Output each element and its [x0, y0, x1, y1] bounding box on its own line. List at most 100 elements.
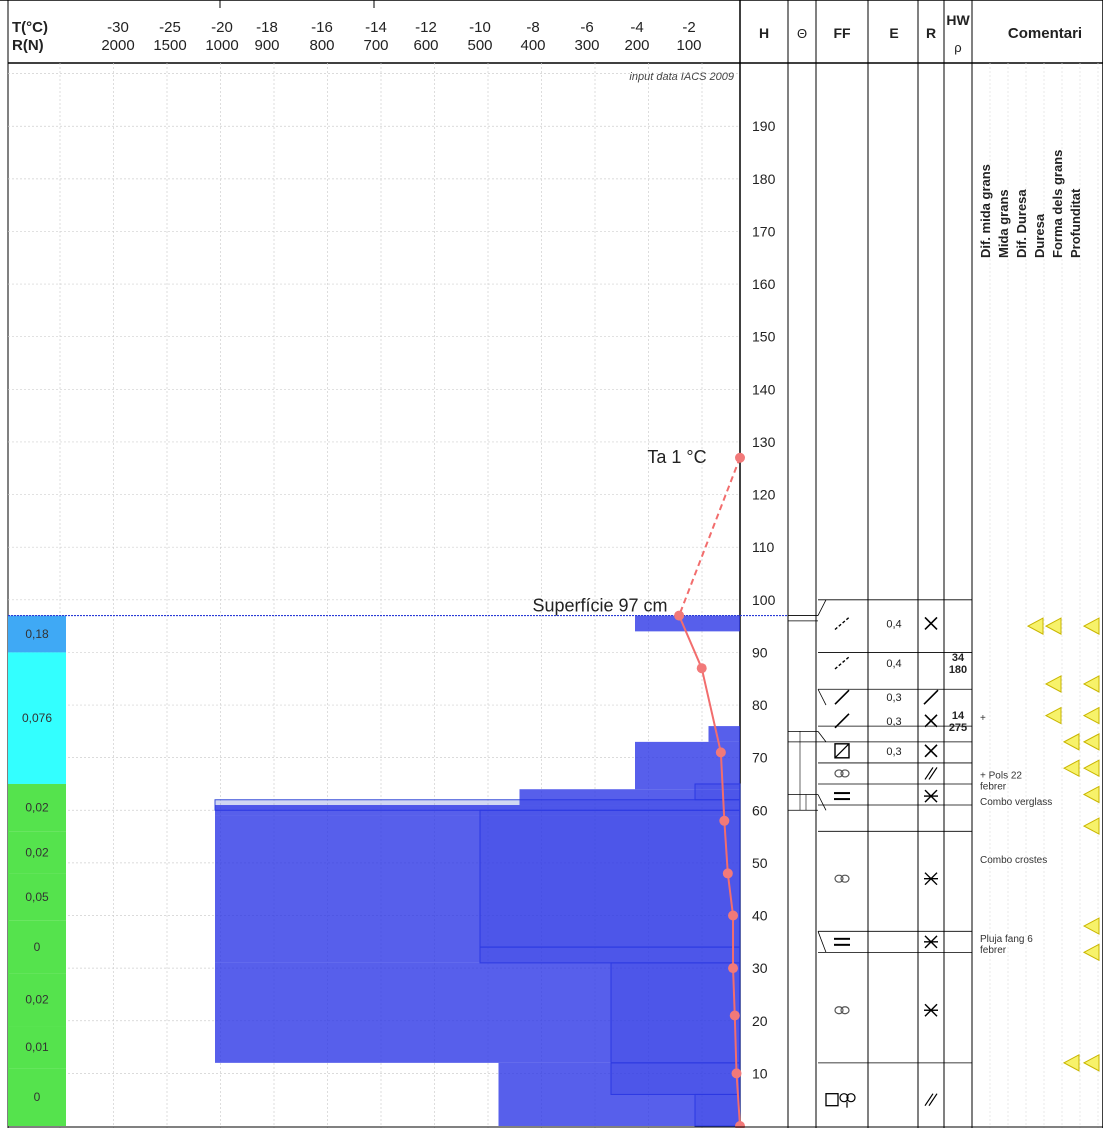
input-data-note: input data IACS 2009 — [629, 71, 734, 83]
column-header-h: H — [759, 25, 769, 41]
comment-subcolumn-label: Mida grans — [996, 189, 1011, 258]
weak-layer-marker — [1044, 675, 1062, 693]
grain-form-symbol — [834, 937, 850, 946]
height-tick-label: 140 — [752, 381, 776, 397]
weak-layer-marker — [1082, 1054, 1100, 1072]
height-tick-label: 100 — [752, 592, 776, 608]
temperature-tick-label: -8 — [526, 19, 539, 36]
temperature-tick-label: -12 — [415, 19, 437, 36]
temperature-point — [719, 815, 730, 826]
hardness-symbol — [924, 767, 938, 780]
shear-bar — [8, 873, 66, 921]
layer-slope — [817, 931, 827, 953]
column-header-r: R — [926, 25, 936, 41]
height-tick-label: 70 — [752, 750, 768, 766]
comment-subcolumn-label: Dif. mida grans — [978, 164, 993, 258]
hardness-symbol — [923, 689, 939, 705]
height-tick-label: 170 — [752, 223, 776, 239]
shear-bar — [8, 615, 66, 653]
ram-resistance-layer — [215, 815, 740, 963]
hw-value: 34 — [952, 652, 965, 664]
height-tick-label: 10 — [752, 1065, 768, 1081]
column-header-rho: ρ — [954, 40, 961, 55]
weak-layer-marker — [1044, 706, 1062, 725]
hardness-symbol — [924, 744, 938, 758]
weak-layer-marker — [1062, 759, 1080, 778]
layer-slope — [817, 731, 827, 743]
weak-layer-marker — [1062, 733, 1080, 751]
grain-form-symbol — [834, 616, 850, 631]
temperature-tick-label: -16 — [311, 19, 333, 36]
shear-bar — [8, 783, 66, 832]
grain-size-value: 0,3 — [886, 746, 901, 758]
weak-layer-marker — [1082, 785, 1100, 804]
height-tick-label: 120 — [752, 487, 776, 503]
resistance-tick-label: 900 — [254, 37, 279, 54]
comment-text: + — [980, 713, 986, 724]
height-tick-label: 160 — [752, 276, 776, 292]
resistance-tick-label: 1500 — [153, 37, 186, 54]
column-header-comentari: Comentari — [1008, 25, 1082, 42]
air-temperature-label: Ta 1 °C — [647, 447, 706, 467]
height-tick-label: 190 — [752, 118, 776, 134]
column-header-ff: FF — [833, 25, 851, 41]
shear-bar — [8, 1026, 66, 1069]
weak-layer-marker — [1082, 759, 1100, 778]
comment-text: Combo verglass — [980, 797, 1052, 808]
grain-size-value: 0,4 — [886, 658, 901, 670]
temperature-tick-label: -30 — [107, 19, 129, 36]
shear-bar-label: 0,05 — [25, 890, 49, 904]
temperature-tick-label: -10 — [469, 19, 491, 36]
temperature-tick-label: -14 — [365, 19, 387, 36]
resistance-tick-label: 2000 — [101, 37, 134, 54]
resistance-tick-label: 300 — [574, 37, 599, 54]
column-header-e: E — [889, 25, 898, 41]
snow-temperature-line — [678, 615, 741, 1127]
height-tick-label: 20 — [752, 1013, 768, 1029]
height-tick-label: 30 — [752, 960, 768, 976]
grain-form-symbol — [834, 769, 850, 778]
temperature-point — [735, 452, 745, 463]
shear-bar — [8, 920, 66, 974]
weak-layer-marker — [1082, 617, 1100, 635]
column-header-theta: Θ — [797, 26, 807, 41]
temperature-tick-label: -2 — [682, 19, 695, 36]
density-value: 180 — [949, 664, 967, 676]
weak-layer-marker — [1026, 617, 1044, 635]
ram-resistance-layer — [519, 789, 740, 806]
comment-subcolumn-label: Dif. Duresa — [1014, 189, 1029, 258]
weak-layer-marker — [1062, 1054, 1080, 1072]
hardness-symbol — [924, 789, 938, 803]
hardness-symbol — [924, 935, 938, 949]
height-tick-label: 110 — [752, 539, 775, 555]
height-tick-label: 40 — [752, 908, 768, 924]
temperature-tick-label: -20 — [211, 19, 233, 36]
height-tick-label: 90 — [752, 644, 768, 660]
ram-resistance-layer — [635, 615, 740, 632]
grain-size-value: 0,4 — [886, 618, 901, 630]
hardness-symbol — [924, 1003, 938, 1017]
hardness-symbol — [924, 714, 938, 728]
comment-text: + Pols 22 — [980, 771, 1022, 782]
hardness-symbol — [924, 616, 938, 631]
temperature-point — [728, 910, 739, 921]
ram-resistance-layer — [708, 726, 740, 742]
resistance-tick-label: 800 — [309, 37, 334, 54]
shear-bar-label: 0 — [34, 940, 41, 954]
temperature-point — [715, 747, 726, 758]
shear-bar — [8, 973, 66, 1027]
temperature-axis-label: T(°C) — [12, 19, 48, 36]
shear-bar-label: 0,01 — [25, 1040, 49, 1054]
weak-layer-marker — [1082, 706, 1100, 725]
comment-subcolumn-label: Forma dels grans — [1050, 150, 1065, 258]
air-temperature-line — [678, 457, 741, 616]
column-header-hw: HW — [946, 12, 970, 28]
temperature-tick-label: -18 — [256, 19, 278, 36]
grain-form-symbol — [834, 689, 850, 705]
comment-text: Pluja fang 6 — [980, 934, 1033, 945]
resistance-tick-label: 1000 — [205, 37, 238, 54]
weak-layer-marker — [1082, 943, 1100, 962]
shear-bar — [8, 1068, 66, 1126]
grain-form-symbol — [834, 792, 850, 801]
shear-bar-label: 0 — [34, 1090, 41, 1104]
